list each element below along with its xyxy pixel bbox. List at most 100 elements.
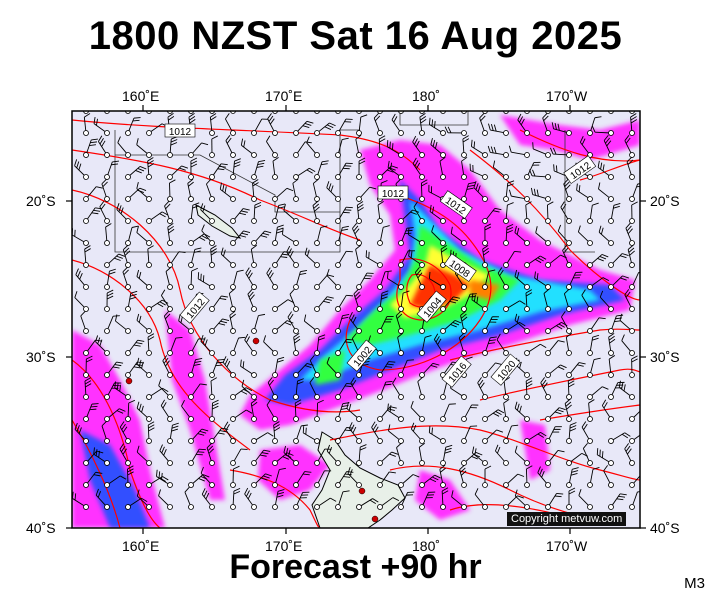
wind-barb: [377, 361, 396, 378]
wind-barb: [608, 253, 629, 268]
wind-barb: [136, 269, 152, 290]
wind-barb: [188, 358, 203, 378]
wind-barb: [508, 189, 530, 202]
wind-barb: [272, 421, 281, 444]
wind-barb: [545, 340, 565, 356]
wind-barb: [566, 362, 586, 378]
wind-barb: [188, 202, 200, 224]
wind-barb: [283, 203, 299, 224]
wind-barb: [292, 178, 299, 202]
forecast-label: Forecast +90 hr: [229, 548, 482, 586]
wind-barb: [181, 399, 194, 422]
wind-barb: [314, 122, 336, 136]
wind-barb: [83, 377, 92, 400]
wind-barb: [608, 432, 631, 444]
wind-barb: [335, 382, 354, 400]
wind-barb: [458, 332, 467, 356]
wind-barb: [545, 426, 562, 444]
wind-barb: [377, 497, 400, 510]
wind-barb: [477, 377, 488, 400]
wind-barb: [598, 182, 614, 202]
wind-barb: [461, 111, 467, 114]
wind-barb: [349, 311, 362, 334]
wind-barb: [326, 356, 341, 378]
wind-barb: [225, 135, 236, 158]
wind-barb: [293, 269, 308, 290]
wind-barb: [566, 487, 576, 510]
wind-barb: [122, 266, 131, 290]
wind-barb: [125, 117, 141, 136]
wind-barb: [598, 225, 614, 246]
wind-barb: [197, 272, 215, 290]
wind-barb: [440, 444, 453, 466]
wind-barb: [209, 377, 218, 400]
wind-barb: [101, 420, 110, 444]
wind-barb: [125, 339, 145, 356]
wind-barb: [626, 156, 635, 180]
wind-barb: [440, 111, 446, 114]
lon-label-top: 160˚E: [122, 88, 160, 104]
wind-barb: [156, 469, 173, 488]
wind-barb: [582, 442, 593, 466]
wind-barb: [412, 135, 425, 158]
wind-barb: [417, 376, 425, 400]
wind-barb: [188, 247, 202, 268]
wind-barb: [224, 421, 236, 444]
wind-barb: [314, 399, 324, 422]
wind-barb: [603, 465, 614, 488]
wind-barb: [503, 495, 524, 510]
wind-barb: [287, 311, 299, 334]
wind-barb: [272, 187, 294, 202]
wind-barb: [517, 113, 530, 136]
wind-barb: [146, 157, 155, 180]
wind-barb: [377, 381, 393, 400]
wind-barb: [514, 313, 530, 334]
wind-barb: [365, 250, 383, 268]
wind-barb: [83, 113, 91, 136]
wind-barb: [587, 254, 609, 268]
wind-barb: [125, 166, 147, 180]
wind-barb: [503, 424, 519, 444]
wind-barb: [629, 201, 638, 224]
wind-barb: [419, 111, 425, 114]
wind-barb: [356, 444, 367, 466]
lat-label-left: 30˚S: [26, 349, 56, 365]
wind-barb: [251, 159, 266, 180]
island-marker: [252, 337, 260, 345]
wind-barb: [230, 448, 248, 466]
isobar-label: 1012: [169, 127, 192, 138]
wind-barb: [524, 343, 547, 356]
wind-barb: [115, 314, 131, 334]
wind-barb: [293, 167, 316, 180]
wind-barb: [451, 490, 467, 510]
wind-barb: [346, 401, 362, 422]
wind-barb: [122, 244, 131, 268]
wind-barb: [514, 225, 530, 246]
wind-barb: [377, 135, 386, 158]
wind-barb: [230, 230, 251, 246]
wind-barb: [419, 335, 432, 356]
wind-barb: [601, 399, 614, 422]
wind-barb: [587, 111, 593, 114]
wind-barb: [629, 407, 640, 422]
wind-barb: [83, 245, 91, 268]
wind-barb: [410, 400, 425, 422]
wind-barb: [398, 474, 420, 488]
wind-barb: [83, 355, 93, 378]
wind-barb: [530, 187, 551, 202]
wind-barb: [514, 401, 530, 422]
wind-barb: [335, 250, 353, 268]
lon-label-bottom: 170˚W: [546, 538, 588, 554]
wind-barb: [312, 200, 320, 224]
wind-barb: [440, 403, 456, 422]
wind-barb: [608, 332, 616, 356]
wind-barb: [283, 445, 299, 466]
wind-barb: [251, 313, 266, 334]
wind-barb: [136, 225, 152, 246]
wind-barb: [495, 444, 509, 466]
wind-barb: [565, 332, 572, 356]
lon-label-bottom: 160˚E: [122, 538, 160, 554]
wind-barb: [251, 473, 272, 488]
wind-barb: [566, 111, 572, 114]
wind-barb: [347, 466, 362, 488]
